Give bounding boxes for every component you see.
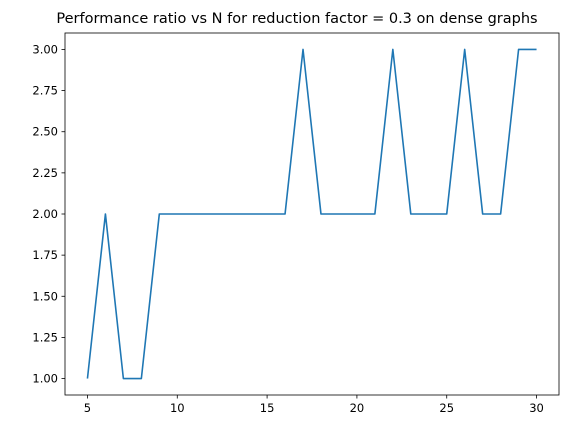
x-tick-label: 25 [439, 401, 454, 415]
x-tick-label: 5 [84, 401, 91, 415]
y-tick-label: 2.75 [32, 84, 58, 98]
y-tick-label: 2.25 [32, 166, 58, 180]
y-tick-label: 1.00 [32, 372, 58, 386]
plot-layer [86, 48, 537, 380]
x-tick-label: 15 [260, 401, 275, 415]
y-tick-label: 1.25 [32, 330, 58, 344]
y-tick-label: 3.00 [32, 42, 58, 56]
chart-title: Performance ratio vs N for reduction fac… [56, 11, 537, 27]
y-tick-label: 1.50 [32, 289, 58, 303]
y-tick-label: 2.00 [32, 207, 58, 221]
y-tick-label: 1.75 [32, 248, 58, 262]
x-tick-label: 20 [350, 401, 365, 415]
series-line [86, 48, 537, 380]
x-tick-label: 30 [529, 401, 544, 415]
x-tick-label: 10 [170, 401, 185, 415]
axes-layer: 5 10 15 20 25 30 1.00 1.25 1.50 1.75 2.00 2.25 2.50 2… [32, 32, 560, 415]
y-tick-label: 2.50 [32, 125, 58, 139]
